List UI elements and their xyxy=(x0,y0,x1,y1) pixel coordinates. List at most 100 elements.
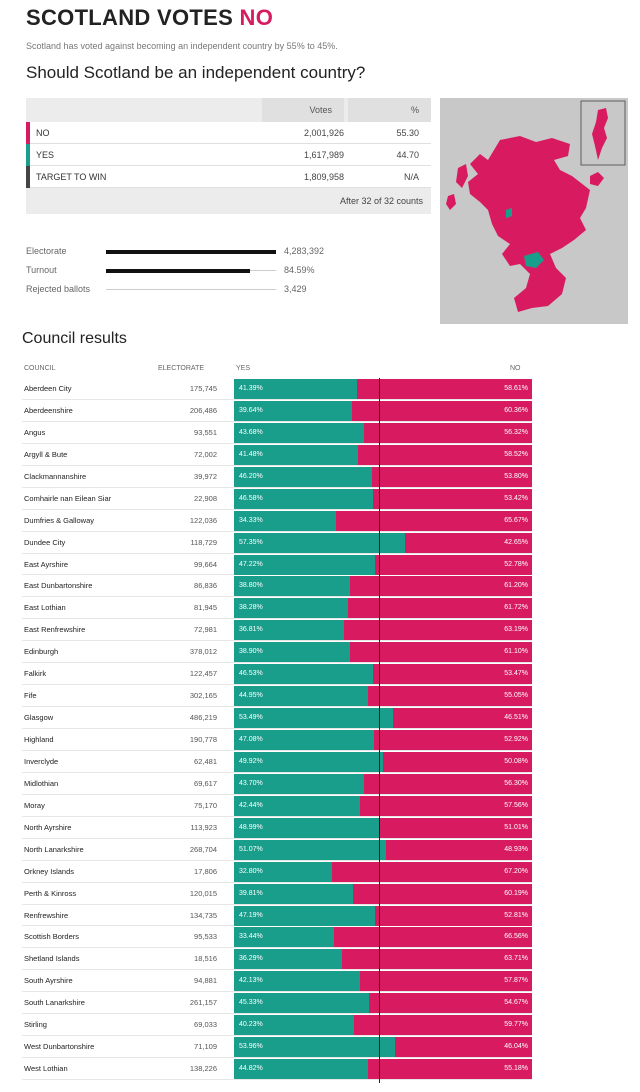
council-electorate: 122,457 xyxy=(189,669,217,679)
council-electorate: 69,617 xyxy=(194,778,217,788)
electorate-column-header: ELECTORATE xyxy=(158,365,205,372)
yes-share-bar xyxy=(234,400,353,421)
vote-table-header: Votes % xyxy=(26,98,431,122)
council-electorate: 69,033 xyxy=(194,1020,217,1030)
council-electorate: 261,157 xyxy=(189,998,217,1008)
no-percent: 48.93% xyxy=(504,845,528,853)
council-electorate: 378,012 xyxy=(189,647,217,657)
yes-share-bar xyxy=(234,1037,395,1058)
yes-percent: 42.44% xyxy=(239,801,263,809)
yes-percent: 44.95% xyxy=(239,692,263,700)
council-row: Midlothian 69,617 43.70% 56.30% xyxy=(22,773,532,795)
council-row: Angus 93,551 43.68% 56.32% xyxy=(22,422,532,444)
option-color-swatch xyxy=(26,166,30,188)
yes-percent: 43.70% xyxy=(239,779,263,787)
counts-footer: After 32 of 32 counts xyxy=(26,188,431,214)
no-percent: 42.65% xyxy=(504,538,528,546)
council-row: Fife 302,165 44.95% 55.05% xyxy=(22,685,532,708)
council-name: East Dunbartonshire xyxy=(24,581,93,591)
council-name: Aberdeenshire xyxy=(24,405,73,415)
council-result-bar: 47.08% 52.92% xyxy=(234,730,532,750)
council-name: West Dunbartonshire xyxy=(24,1042,95,1052)
yes-share-bar xyxy=(234,444,358,465)
council-electorate: 39,972 xyxy=(194,471,217,481)
option-label: TARGET TO WIN xyxy=(36,172,107,182)
option-label: NO xyxy=(36,128,50,138)
yes-percent: 45.33% xyxy=(239,999,263,1007)
council-result-bar: 51.07% 48.93% xyxy=(234,839,532,860)
yes-share-bar xyxy=(234,598,349,619)
council-name: Fife xyxy=(24,691,37,701)
council-name: Midlothian xyxy=(24,778,59,788)
council-electorate: 134,735 xyxy=(189,910,217,920)
stat-row: Turnout 84.59% xyxy=(26,263,326,282)
option-color-swatch xyxy=(26,122,30,144)
yes-percent: 47.19% xyxy=(239,911,263,919)
stat-bar xyxy=(106,269,250,273)
yes-percent: 49.92% xyxy=(239,757,263,765)
council-result-bar: 38.28% 61.72% xyxy=(234,598,532,619)
council-result-bar: 43.70% 56.30% xyxy=(234,773,532,794)
option-votes: 1,617,989 xyxy=(303,150,344,160)
council-result-bar: 44.95% 55.05% xyxy=(234,686,532,707)
stat-row: Rejected ballots 3,429 xyxy=(26,282,326,301)
council-name: Scottish Borders xyxy=(24,932,80,942)
council-results-title: Council results xyxy=(22,330,127,347)
council-result-bar: 46.20% 53.80% xyxy=(234,466,532,487)
no-percent: 63.19% xyxy=(504,626,528,634)
yes-percent: 39.64% xyxy=(239,406,263,414)
shetland-region xyxy=(592,108,608,160)
council-row: North Ayrshire 113,923 48.99% 51.01% xyxy=(22,817,532,839)
council-electorate: 118,729 xyxy=(190,537,217,547)
council-row: Clackmannanshire 39,972 46.20% 53.80% xyxy=(22,466,532,488)
fifty-percent-line xyxy=(379,378,380,1083)
yes-share-bar xyxy=(234,817,380,838)
stat-label: Electorate xyxy=(26,246,67,256)
council-result-bar: 45.33% 54.67% xyxy=(234,993,532,1014)
yes-percent: 40.23% xyxy=(239,1021,263,1029)
vote-summary-table: Votes % NO 2,001,926 55.30 YES 1,617,989 44.7… xyxy=(26,98,431,214)
yes-percent: 53.96% xyxy=(239,1043,263,1051)
yes-percent: 42.13% xyxy=(239,977,263,985)
council-result-bar: 44.82% 55.18% xyxy=(234,1059,532,1080)
council-result-bar: 47.19% 52.81% xyxy=(234,905,532,926)
council-row: Aberdeenshire 206,486 39.64% 60.36% xyxy=(22,400,532,422)
no-percent: 63.71% xyxy=(504,955,528,963)
option-percent: 55.30 xyxy=(396,128,419,138)
council-result-bar: 40.23% 59.77% xyxy=(234,1015,532,1036)
yes-share-bar xyxy=(234,883,353,904)
yes-share-bar xyxy=(234,861,332,882)
page-subtitle: Scotland has voted against becoming an i… xyxy=(26,41,338,51)
option-percent: 44.70 xyxy=(396,150,419,160)
no-percent: 58.52% xyxy=(504,450,528,458)
council-result-bar: 38.90% 61.10% xyxy=(234,642,532,663)
council-name: South Lanarkshire xyxy=(24,998,85,1008)
council-result-bar: 34.33% 65.67% xyxy=(234,510,532,531)
council-name: Dundee City xyxy=(24,537,66,547)
page-title: SCOTLAND VOTES NO xyxy=(26,5,273,31)
council-row: Aberdeen City 175,745 41.39% 58.61% xyxy=(22,378,532,400)
western-isles-region xyxy=(456,164,468,188)
yes-share-bar xyxy=(234,905,375,926)
council-name: Dumfries & Galloway xyxy=(24,515,95,525)
yes-percent: 46.53% xyxy=(239,670,263,678)
title-main: SCOTLAND VOTES xyxy=(26,5,234,30)
council-row: Comhairle nan Eilean Siar 22,908 46.58% 53.… xyxy=(22,488,532,510)
council-electorate: 81,945 xyxy=(194,603,217,613)
yes-percent: 38.80% xyxy=(239,582,263,590)
council-result-bar: 48.99% 51.01% xyxy=(234,817,532,838)
council-electorate: 86,836 xyxy=(194,581,217,591)
council-electorate: 122,036 xyxy=(189,515,217,525)
yes-share-bar xyxy=(234,751,383,772)
council-row: Argyll & Bute 72,002 41.48% 58.52% xyxy=(22,444,532,466)
mainland-region xyxy=(468,136,590,312)
title-result: NO xyxy=(239,5,274,30)
council-result-bar: 42.44% 57.56% xyxy=(234,795,532,816)
votes-column-header: Votes xyxy=(262,98,344,122)
council-result-bar: 33.44% 66.56% xyxy=(234,927,532,948)
yes-percent: 38.90% xyxy=(239,648,263,656)
council-electorate: 99,664 xyxy=(194,559,217,569)
yes-percent: 36.81% xyxy=(239,626,263,634)
council-row: South Lanarkshire 261,157 45.33% 54.67% xyxy=(22,992,532,1015)
yes-share-bar xyxy=(234,422,365,443)
